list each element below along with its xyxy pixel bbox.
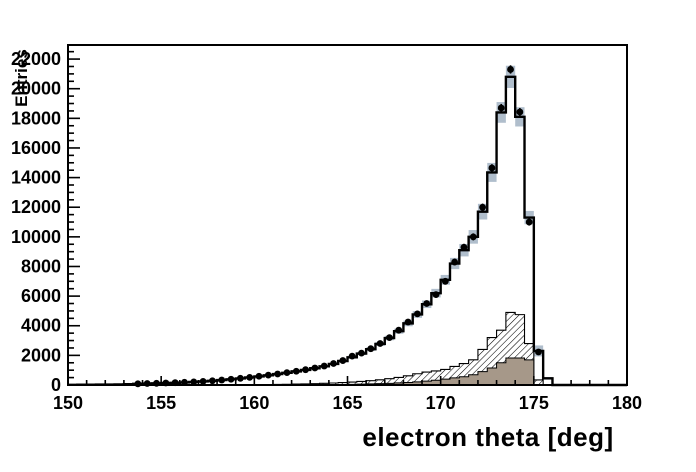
data-point-marker xyxy=(386,334,393,341)
total-histogram-line xyxy=(68,75,627,387)
y-tick-label: 10000 xyxy=(11,227,61,247)
data-point-marker xyxy=(535,348,542,356)
x-tick-label: 165 xyxy=(332,393,362,413)
data-point-marker xyxy=(134,380,142,388)
data-point-marker xyxy=(404,318,412,326)
data-point-marker xyxy=(497,104,505,112)
data-point-marker xyxy=(451,258,459,266)
y-tick-label: 6000 xyxy=(21,286,61,306)
data-point-marker xyxy=(227,375,235,383)
data-point-marker xyxy=(348,352,356,360)
data-point-marker xyxy=(460,243,468,251)
x-tick-label: 155 xyxy=(146,393,176,413)
y-tick-label: 0 xyxy=(51,375,61,395)
data-point-marker xyxy=(236,374,244,382)
data-point-marker xyxy=(199,377,207,385)
x-tick-label: 170 xyxy=(426,393,456,413)
data-point-marker xyxy=(292,367,300,375)
data-point-marker xyxy=(320,362,328,370)
data-point-marker xyxy=(358,349,365,357)
y-axis-title: Entries xyxy=(12,49,31,107)
data-point-marker xyxy=(330,360,337,367)
plot-frame xyxy=(67,44,628,386)
data-point-marker xyxy=(255,372,263,380)
y-tick-label: 2000 xyxy=(21,345,61,365)
data-point-marker xyxy=(283,369,291,377)
data-point-marker xyxy=(525,218,533,226)
data-point-marker xyxy=(339,357,347,364)
y-axis: 0 2000 4000 6000 8000 10000 12000 14000 16000 180… xyxy=(11,49,80,395)
data-point-marker xyxy=(507,66,514,73)
data-point-marker xyxy=(218,376,226,384)
data-point-marker xyxy=(246,373,254,381)
data-point-marker xyxy=(190,378,198,386)
data-point-marker xyxy=(264,371,272,379)
data-point-marker xyxy=(274,370,282,378)
data-point-marker xyxy=(367,345,375,353)
x-tick-label: 175 xyxy=(519,393,549,413)
data-point-marker xyxy=(516,108,524,116)
y-tick-label: 8000 xyxy=(21,256,61,276)
data-point-marker xyxy=(302,366,309,374)
data-point-marker xyxy=(488,164,496,172)
y-tick-label: 14000 xyxy=(11,168,61,188)
data-point-marker xyxy=(413,310,421,318)
data-point-marker xyxy=(432,291,440,299)
data-point-marker xyxy=(479,203,486,211)
total-histogram-fill xyxy=(68,76,627,385)
y-tick-label: 16000 xyxy=(11,138,61,158)
y-tick-label: 22000 xyxy=(11,49,61,69)
data-point-marker xyxy=(441,277,449,285)
y-tick-label: 12000 xyxy=(11,197,61,217)
x-axis: 150 155 160 165 170 175 180 xyxy=(53,376,642,413)
x-tick-label: 160 xyxy=(239,393,269,413)
y-tick-label: 20000 xyxy=(11,79,61,99)
y-tick-label: 4000 xyxy=(21,316,61,336)
data-point-marker xyxy=(311,364,319,372)
x-tick-label: 180 xyxy=(612,393,642,413)
data-point-marker xyxy=(423,300,431,307)
y-tick-label: 18000 xyxy=(11,108,61,128)
data-point-marker xyxy=(395,326,403,334)
data-point-marker xyxy=(376,340,384,347)
data-point-marker xyxy=(209,377,216,385)
x-tick-label: 150 xyxy=(53,393,83,413)
data-point-marker xyxy=(469,233,477,241)
x-axis-title: electron theta [deg] xyxy=(362,422,614,452)
